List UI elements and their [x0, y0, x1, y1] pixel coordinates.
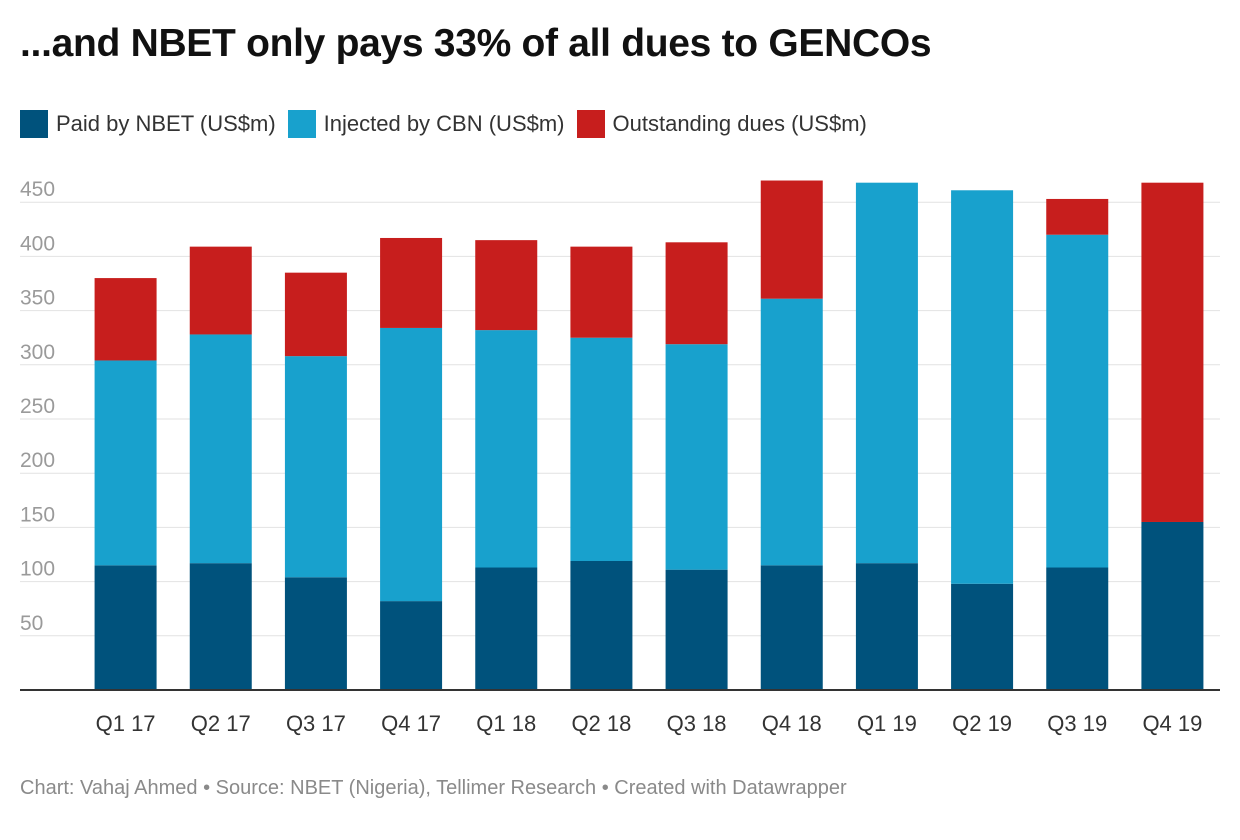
- bar-q1-19-series-1: [855, 182, 918, 564]
- y-tick-label-300: 300: [20, 341, 55, 364]
- bar-q3-19-series-0: [1046, 567, 1109, 690]
- x-tick-label-q1-17: Q1 17: [96, 711, 156, 736]
- bar-q4-19-series-2: [1141, 182, 1204, 522]
- legend-swatch-outstanding: [576, 110, 605, 138]
- bar-q3-17-series-1: [284, 356, 347, 578]
- bar-q2-18-series-2: [570, 246, 633, 338]
- bar-q2-17-series-1: [189, 334, 252, 564]
- bar-q1-17-series-1: [94, 360, 157, 566]
- chart-footer: Chart: Vahaj Ahmed • Source: NBET (Niger…: [20, 777, 847, 800]
- bar-q1-17-series-2: [94, 278, 157, 361]
- bars: [94, 180, 1204, 690]
- legend-item-outstanding: Outstanding dues (US$m): [576, 110, 867, 138]
- y-tick-label-150: 150: [20, 503, 55, 526]
- bar-q2-17-series-0: [189, 563, 252, 690]
- bar-q3-19-series-1: [1046, 234, 1109, 568]
- legend-label-paid: Paid by NBET (US$m): [56, 111, 276, 136]
- legend-item-paid: Paid by NBET (US$m): [20, 110, 276, 138]
- footer-separator-1: •: [203, 777, 211, 799]
- y-tick-label-450: 450: [20, 178, 55, 201]
- legend-item-injected: Injected by CBN (US$m): [287, 110, 565, 138]
- bar-q4-18-series-0: [760, 565, 823, 690]
- bar-q3-19-series-2: [1046, 198, 1109, 235]
- bar-q2-18-series-0: [570, 561, 633, 690]
- axes: 50 100 150 200 250 300 350 400 450 Q1 17 Q2 17 Q3 1…: [20, 178, 1220, 736]
- legend-swatch-injected: [287, 110, 316, 138]
- bar-q2-19-series-1: [951, 190, 1014, 584]
- bar-q1-18-series-2: [475, 240, 538, 331]
- bar-q1-19-series-0: [855, 563, 918, 690]
- y-tick-label-50: 50: [20, 612, 43, 635]
- x-tick-label-q2-18: Q2 18: [571, 711, 631, 736]
- legend-label-injected: Injected by CBN (US$m): [323, 111, 565, 136]
- legend-swatch-paid: [20, 110, 48, 138]
- footer-separator-2: •: [601, 777, 609, 799]
- bar-q4-17-series-1: [380, 327, 443, 602]
- footer-created-with: Created with Datawrapper: [614, 777, 847, 799]
- footer-chart-credit: Chart: Vahaj Ahmed: [20, 777, 198, 799]
- chart-title: ...and NBET only pays 33% of all dues to…: [20, 22, 932, 65]
- bar-q3-17-series-2: [284, 272, 347, 357]
- x-tick-label-q3-18: Q3 18: [667, 711, 727, 736]
- y-tick-label-400: 400: [20, 232, 55, 255]
- bar-q1-17-series-0: [94, 565, 157, 690]
- bar-q3-18-series-0: [665, 569, 728, 690]
- legend-label-outstanding: Outstanding dues (US$m): [612, 111, 867, 136]
- chart-legend: Paid by NBET (US$m) Injected by CBN (US$…: [20, 110, 879, 138]
- y-tick-label-200: 200: [20, 449, 55, 472]
- x-tick-label-q1-19: Q1 19: [857, 711, 917, 736]
- bar-q3-18-series-1: [665, 344, 728, 570]
- stacked-bar-chart: 50 100 150 200 250 300 350 400 450 Q1 17 Q2 17 Q3 1…: [20, 178, 1220, 736]
- bar-q2-17-series-2: [189, 246, 252, 335]
- bar-q1-18-series-1: [475, 330, 538, 568]
- bar-q3-17-series-0: [284, 577, 347, 690]
- bar-q2-18-series-1: [570, 337, 633, 562]
- x-tick-label-q4-17: Q4 17: [381, 711, 441, 736]
- x-tick-label-q3-17: Q3 17: [286, 711, 346, 736]
- x-tick-label-q4-18: Q4 18: [762, 711, 822, 736]
- footer-source: Source: NBET (Nigeria), Tellimer Researc…: [215, 777, 597, 799]
- bar-q3-18-series-2: [665, 242, 728, 345]
- x-tick-label-q3-19: Q3 19: [1047, 711, 1107, 736]
- y-tick-label-350: 350: [20, 287, 55, 310]
- y-tick-label-250: 250: [20, 395, 55, 418]
- x-tick-label-q1-18: Q1 18: [476, 711, 536, 736]
- x-tick-label-q2-19: Q2 19: [952, 711, 1012, 736]
- x-tick-label-q4-19: Q4 19: [1142, 711, 1202, 736]
- bar-q4-17-series-2: [380, 237, 443, 328]
- bar-q2-19-series-0: [951, 583, 1014, 690]
- bar-q4-19-series-0: [1141, 521, 1204, 690]
- bar-q4-18-series-2: [760, 180, 823, 299]
- y-tick-label-100: 100: [20, 558, 55, 581]
- bar-q1-18-series-0: [475, 567, 538, 690]
- x-tick-label-q2-17: Q2 17: [191, 711, 251, 736]
- bar-q4-18-series-1: [760, 298, 823, 566]
- bar-q4-17-series-0: [380, 601, 443, 690]
